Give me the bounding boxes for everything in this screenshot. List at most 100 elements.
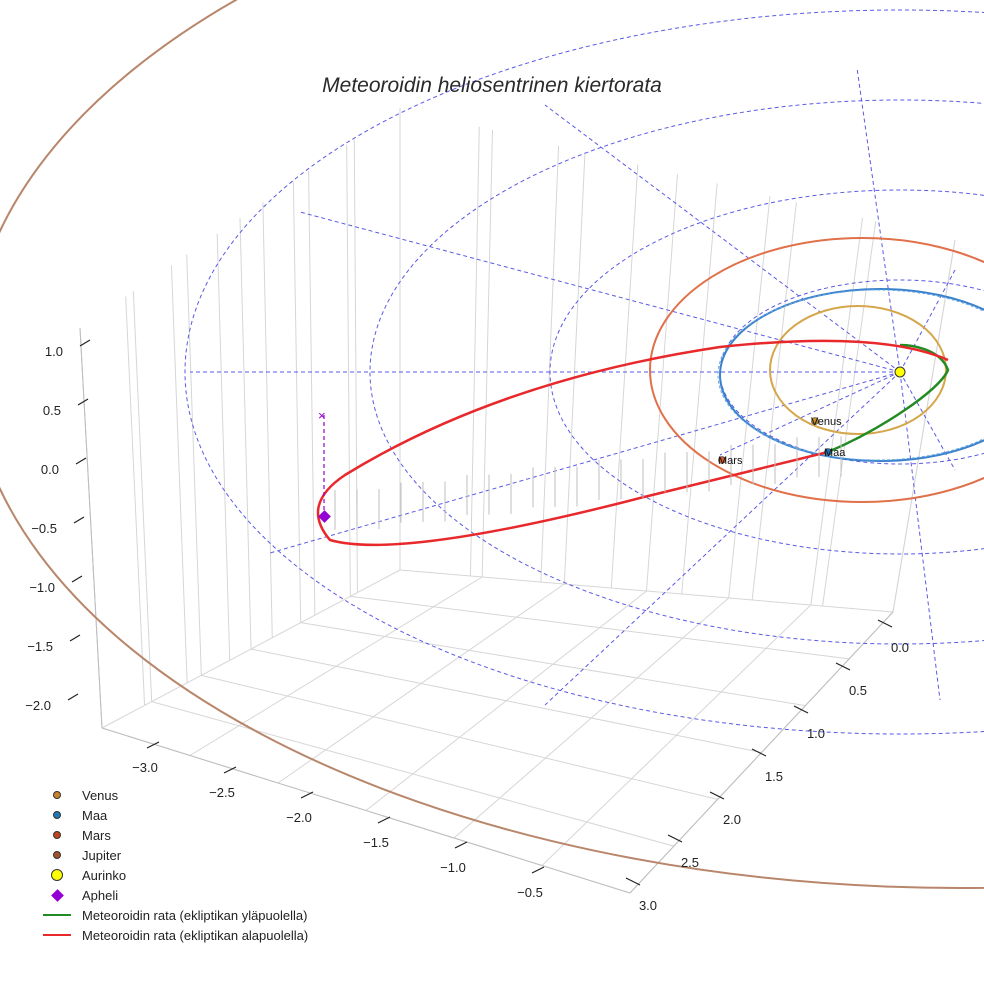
- legend-symbol: [40, 888, 74, 902]
- x-tick-label: −0.5: [517, 885, 543, 900]
- grid-line: [610, 164, 639, 589]
- planet-venus: [811, 417, 819, 425]
- legend-item: Mars: [40, 825, 308, 845]
- planet-mars: [718, 456, 726, 464]
- ecliptic-spoke: [899, 269, 956, 373]
- z-tick: [79, 339, 91, 347]
- legend-symbol: [40, 869, 74, 881]
- grid-line: [810, 217, 863, 606]
- legend-label: Meteoroidin rata (ekliptikan alapuolella…: [82, 927, 309, 943]
- y-tick-label: 2.0: [723, 812, 741, 827]
- meteoroid-orbit-above: [827, 343, 950, 454]
- y-tick-label: 1.0: [807, 726, 825, 741]
- grid-line: [277, 583, 565, 784]
- z-tick: [71, 575, 83, 583]
- ecliptic-ring: [719, 279, 984, 465]
- grid-line: [125, 296, 146, 706]
- grid-line: [101, 569, 401, 729]
- legend-label: Maa: [82, 807, 108, 823]
- grid-line: [453, 597, 729, 839]
- chart-legend: Venus Maa Mars Jupiter Aurinko Apheli Meteoroi…: [40, 785, 308, 945]
- grid-line: [170, 265, 188, 683]
- grid-line: [563, 151, 586, 585]
- grid-line: [308, 170, 316, 616]
- y-tick-label: 0.0: [891, 640, 909, 655]
- ecliptic-ring: [184, 9, 984, 735]
- x-tick: [146, 741, 160, 749]
- z-tick-label: 0.0: [41, 462, 59, 477]
- x-tick: [531, 866, 545, 874]
- x-tick-label: −3.0: [132, 760, 158, 775]
- y-tick: [835, 662, 851, 671]
- grid-line: [728, 195, 771, 599]
- legend-item: Apheli: [40, 885, 308, 905]
- x-tick: [454, 841, 468, 849]
- grid-line: [646, 173, 678, 592]
- y-tick: [793, 705, 809, 714]
- legend-label: Meteoroidin rata (ekliptikan yläpuolella…: [82, 907, 308, 923]
- grid-line: [186, 254, 202, 676]
- legend-label: Apheli: [82, 887, 119, 903]
- ecliptic-spoke: [269, 371, 901, 554]
- ecliptic-spoke: [719, 371, 901, 456]
- y-tick-label: 3.0: [639, 898, 657, 913]
- legend-symbol: [40, 851, 74, 859]
- grid-line: [346, 144, 351, 597]
- sun-marker: [894, 366, 906, 378]
- x-tick: [300, 791, 314, 799]
- grid-line: [540, 145, 560, 583]
- y-tick-label: 2.5: [681, 855, 699, 870]
- legend-symbol: [40, 831, 74, 839]
- ecliptic-spoke: [856, 67, 901, 373]
- x-tick-label: −2.0: [286, 810, 312, 825]
- y-tick: [709, 791, 725, 800]
- z-tick: [77, 398, 89, 406]
- y-tick-label: 0.5: [849, 683, 867, 698]
- legend-label: Jupiter: [82, 847, 122, 863]
- grid-line: [216, 233, 231, 661]
- ecliptic-spoke: [899, 371, 956, 471]
- grid-line: [541, 604, 812, 866]
- grid-line: [239, 217, 252, 650]
- orbit-maa: [719, 288, 984, 462]
- orbit-mars: [649, 237, 984, 503]
- z-tick: [75, 457, 87, 465]
- grid-line: [365, 590, 647, 811]
- y-tick: [877, 619, 893, 628]
- z-tick-label: 0.5: [43, 403, 61, 418]
- x-tick-label: −1.5: [363, 835, 389, 850]
- z-tick: [73, 516, 85, 524]
- legend-symbol: [40, 934, 74, 936]
- z-tick-label: 1.0: [45, 344, 63, 359]
- chart-title: Meteoroidin heliosentrinen kiertorata: [322, 74, 662, 97]
- x-tick-label: −2.5: [209, 785, 235, 800]
- x-tick-label: −1.0: [440, 860, 466, 875]
- y-tick: [667, 834, 683, 843]
- legend-label: Venus: [82, 787, 119, 803]
- legend-item: Meteoroidin rata (ekliptikan yläpuolella…: [40, 905, 308, 925]
- orbit-jupiter: [0, 0, 984, 889]
- aphelion-above-marker: ×: [318, 408, 326, 423]
- x-tick: [223, 766, 237, 774]
- ecliptic-spoke: [899, 371, 941, 701]
- z-axis-line: [79, 327, 103, 729]
- y-tick: [751, 748, 767, 757]
- legend-item: Jupiter: [40, 845, 308, 865]
- grid-line: [469, 126, 480, 577]
- legend-item: Aurinko: [40, 865, 308, 885]
- y-tick-label: 1.5: [765, 769, 783, 784]
- planet-label-venus: Venus: [811, 416, 842, 428]
- z-tick-label: −1.5: [27, 639, 53, 654]
- grid-line: [822, 221, 877, 607]
- planet-maa: [824, 448, 832, 456]
- z-tick-label: −0.5: [31, 521, 57, 536]
- grid-line: [189, 576, 483, 756]
- legend-item: Meteoroidin rata (ekliptikan alapuolella…: [40, 925, 308, 945]
- z-tick: [67, 693, 79, 701]
- grid-line: [262, 202, 273, 638]
- grid-line: [132, 291, 153, 702]
- planet-label-mars: Mars: [718, 455, 743, 467]
- legend-label: Mars: [82, 827, 111, 843]
